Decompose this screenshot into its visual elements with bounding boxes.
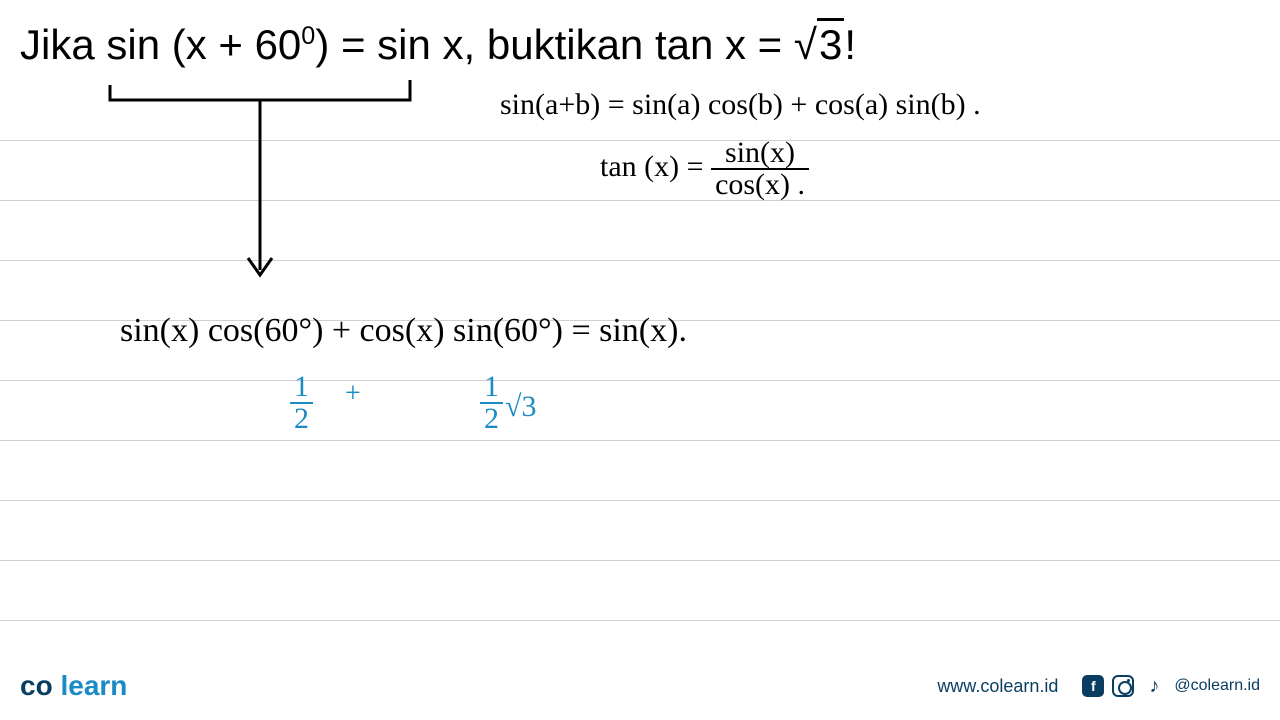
brand-logo: co learn — [20, 670, 127, 702]
question-prefix: Jika sin (x + 60 — [20, 21, 301, 68]
tan-denominator: cos(x) . — [711, 170, 809, 200]
footer-url: www.colearn.id — [937, 676, 1058, 697]
identity-tan: tan (x) = sin(x) cos(x) . — [600, 138, 809, 200]
question-text: Jika sin (x + 600) = sin x, buktikan tan… — [20, 18, 856, 69]
halfroot-den: 2 — [480, 404, 503, 434]
footer-right: www.colearn.id f ♪ @colearn.id — [937, 674, 1260, 698]
substitution-half-root3: 1 2 √3 — [480, 372, 536, 434]
logo-accent: learn — [60, 670, 127, 701]
degree-superscript: 0 — [301, 22, 315, 50]
instagram-icon — [1112, 675, 1134, 697]
substitution-plus: + — [345, 378, 361, 410]
substitution-half: 1 2 — [290, 372, 313, 434]
half-den: 2 — [290, 404, 313, 434]
tan-fraction: sin(x) cos(x) . — [711, 138, 809, 200]
tan-numerator: sin(x) — [711, 138, 809, 170]
facebook-icon: f — [1082, 675, 1104, 697]
question-suffix: ! — [844, 21, 856, 68]
root3-tail: √3 — [505, 390, 536, 423]
bracket-arrow-annotation — [100, 70, 430, 290]
halfroot-num: 1 — [480, 372, 503, 404]
social-icons: f ♪ @colearn.id — [1082, 674, 1260, 698]
question-mid: ) = sin x, buktikan tan x = — [315, 21, 794, 68]
tiktok-icon: ♪ — [1142, 674, 1166, 698]
logo-main: co — [20, 670, 53, 701]
expansion-line: sin(x) cos(60°) + cos(x) sin(60°) = sin(… — [120, 312, 687, 350]
sqrt-expression: √3 — [794, 18, 844, 69]
half-num: 1 — [290, 372, 313, 404]
social-handle: @colearn.id — [1174, 677, 1260, 695]
footer: co learn www.colearn.id f ♪ @colearn.id — [20, 670, 1260, 702]
tan-lhs: tan (x) = — [600, 150, 711, 183]
identity-angle-sum: sin(a+b) = sin(a) cos(b) + cos(a) sin(b)… — [500, 88, 981, 122]
